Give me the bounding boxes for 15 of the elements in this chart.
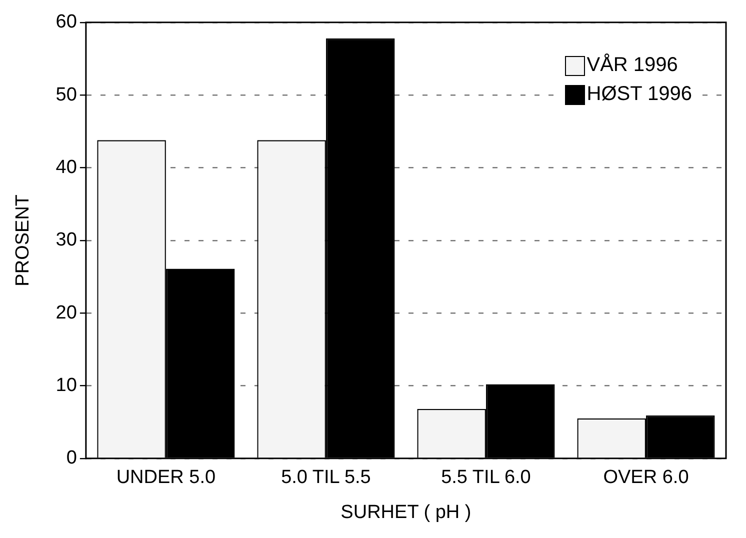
y-tick-label: 30: [56, 230, 77, 251]
x-tick-label: OVER 6.0: [603, 467, 689, 488]
y-tick-label: 40: [56, 156, 77, 178]
legend-label: VÅR 1996: [586, 54, 678, 78]
y-tick-label: 20: [56, 302, 77, 324]
x-tick-label: 5.5 TIL 6.0: [441, 467, 531, 488]
x-tick-label: 5.0 TIL 5.5: [281, 467, 371, 488]
y-tick-label: 10: [56, 374, 77, 396]
x-tick-label: UNDER 5.0: [116, 467, 216, 488]
y-tick-label: 50: [56, 84, 77, 106]
y-tick-label: 0: [66, 448, 77, 469]
legend-label: HØST 1996: [586, 83, 692, 106]
y-tick-label: 60: [56, 12, 77, 33]
x-axis-title: SURHET ( pH ): [340, 502, 472, 523]
y-axis-title: PROSENT: [12, 194, 34, 286]
